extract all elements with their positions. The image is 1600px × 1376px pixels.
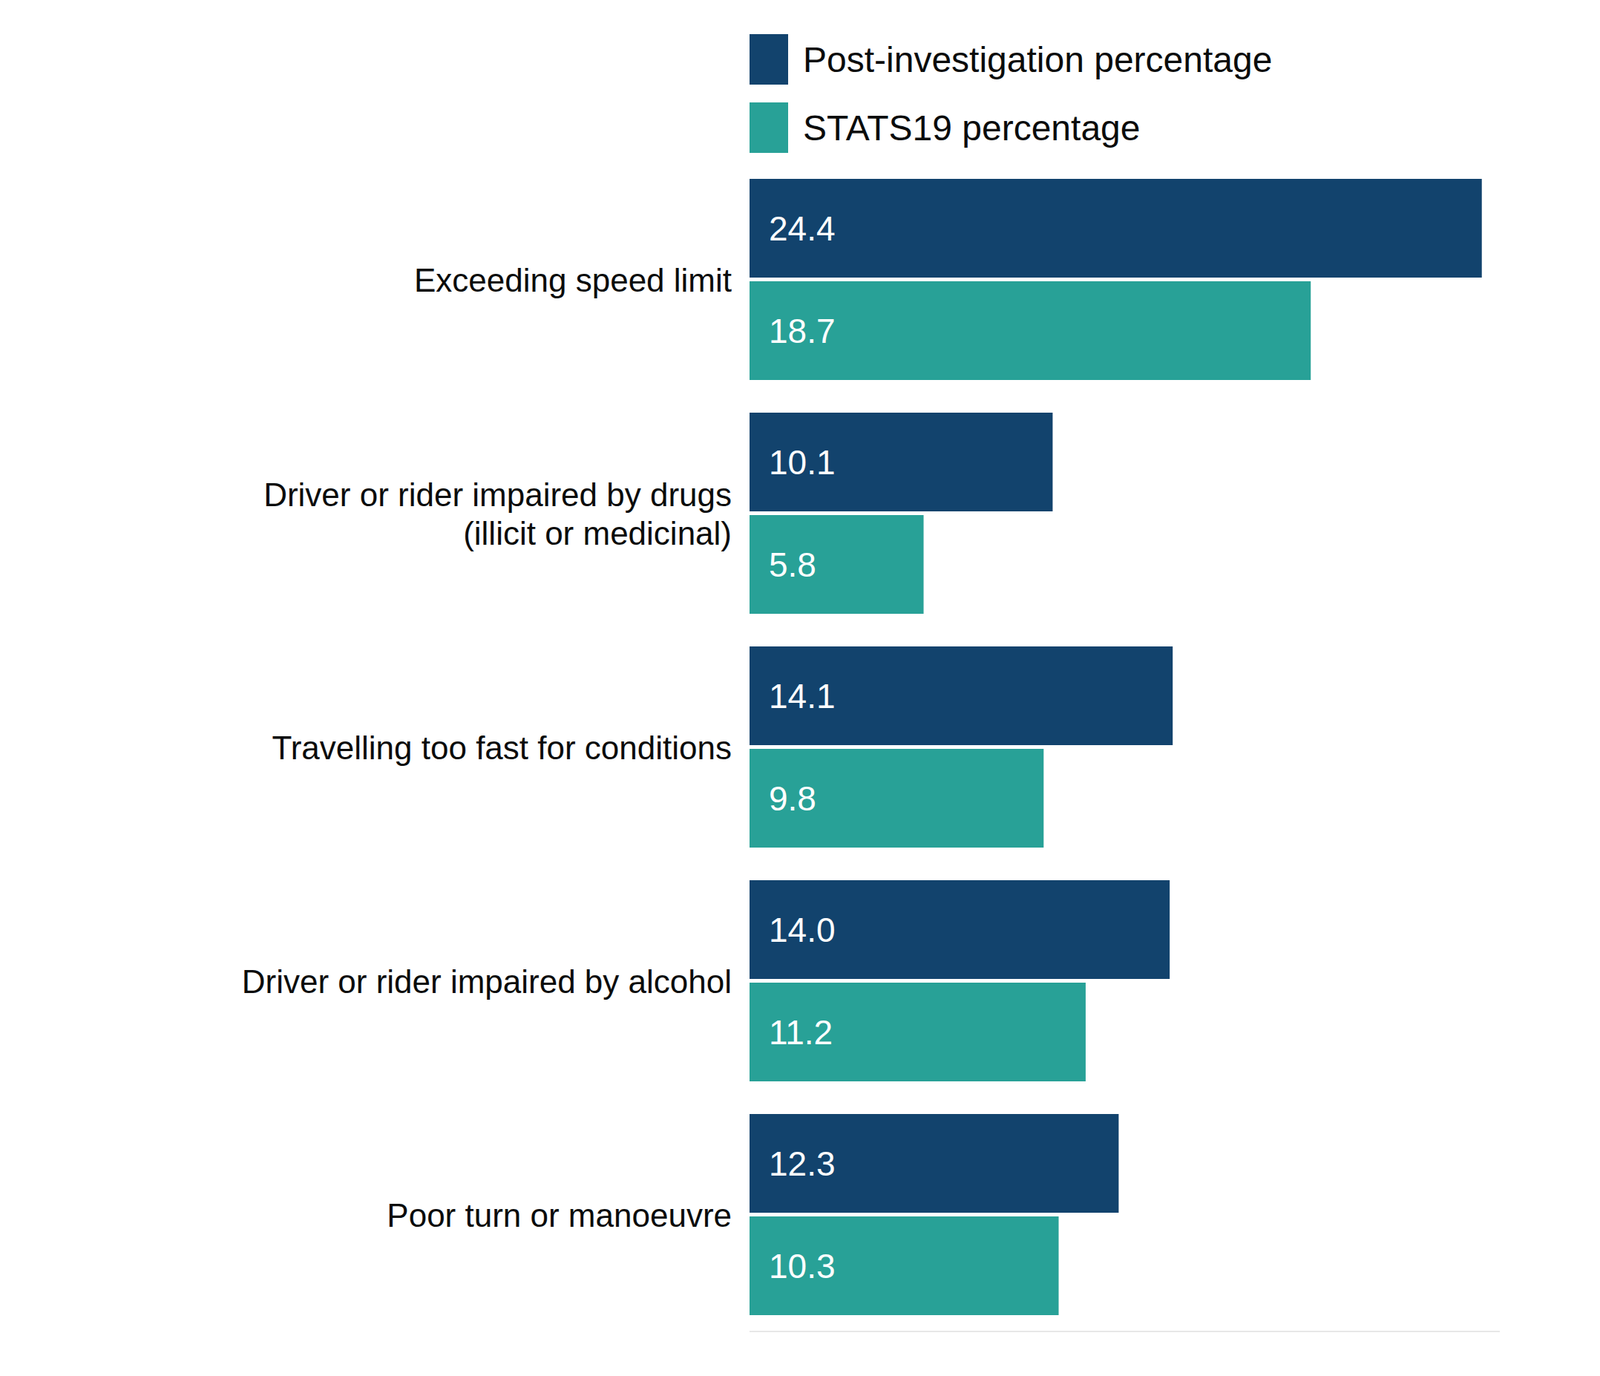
html-text:Post-investigation percentage: Post-investigation percentage (802, 39, 1273, 80)
svg-text:Driver or rider impaired by al: Driver or rider impaired by alcohol (241, 962, 732, 999)
svg-text:14.0: 14.0 (768, 910, 836, 950)
svg-text:14.1: 14.1 (768, 676, 836, 716)
svg-text:12.3: 12.3 (768, 1144, 836, 1183)
svg-text:Travelling too fast for condit: Travelling too fast for conditions (271, 728, 732, 766)
svg-text:24.4: 24.4 (768, 209, 836, 248)
svg-text:10.1: 10.1 (768, 443, 836, 482)
svg-text:Exceeding speed limit: Exceeding speed limit (414, 261, 732, 298)
svg-text:18.7: 18.7 (768, 311, 836, 351)
svg-text:9.8: 9.8 (768, 779, 817, 818)
svg-text:10.3: 10.3 (768, 1246, 836, 1286)
svg-text:11.2: 11.2 (768, 1012, 833, 1052)
svg-text:Driver or rider impaired by dr: Driver or rider impaired by drugs(illici… (263, 475, 732, 551)
html-text:STATS19 percentage: STATS19 percentage (802, 107, 1141, 148)
svg-text:5.8: 5.8 (768, 545, 817, 585)
svg-text:Poor turn or manoeuvre: Poor turn or manoeuvre (386, 1196, 732, 1233)
